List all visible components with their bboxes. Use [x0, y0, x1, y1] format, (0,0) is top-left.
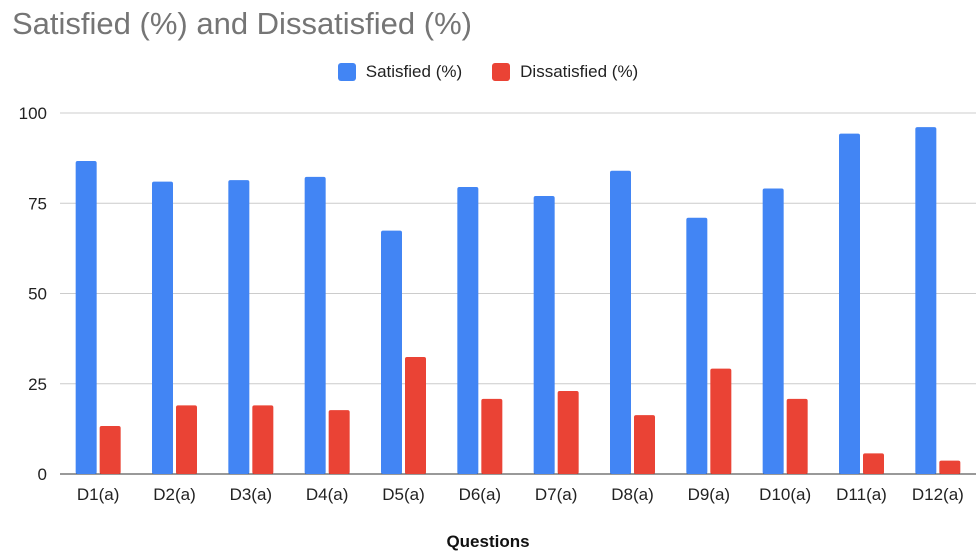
x-tick-label: D10(a): [759, 485, 811, 504]
bar-dissatisfied[interactable]: [557, 390, 579, 474]
bar-dissatisfied[interactable]: [863, 453, 884, 474]
y-tick-label: 100: [19, 104, 47, 123]
bar-dissatisfied[interactable]: [176, 405, 197, 474]
x-tick-label: D1(a): [77, 485, 120, 504]
x-tick-label: D11(a): [836, 485, 887, 504]
x-tick-label: D2(a): [153, 485, 196, 504]
x-tick-label: D5(a): [382, 485, 425, 504]
bar-satisfied[interactable]: [228, 180, 250, 474]
legend: Satisfied (%) Dissatisfied (%): [0, 62, 976, 82]
y-tick-label: 75: [28, 194, 47, 213]
y-tick-label: 25: [28, 375, 47, 394]
legend-swatch-satisfied: [337, 63, 356, 81]
x-tick-label: D8(a): [611, 485, 654, 504]
legend-label-dissatisfied: Dissatisfied (%): [520, 62, 639, 81]
bar-satisfied[interactable]: [457, 187, 479, 474]
x-tick-label: D4(a): [306, 485, 349, 504]
bar-satisfied[interactable]: [533, 196, 555, 474]
bar-satisfied[interactable]: [381, 230, 402, 474]
x-tick-label: D9(a): [688, 485, 731, 504]
bar-satisfied[interactable]: [304, 176, 326, 474]
bar-satisfied[interactable]: [75, 161, 97, 474]
x-axis-title: Questions: [446, 532, 530, 551]
bar-satisfied[interactable]: [610, 170, 631, 474]
x-tick-label: D6(a): [459, 485, 502, 504]
bar-dissatisfied[interactable]: [252, 405, 274, 474]
legend-swatch-dissatisfied: [492, 63, 511, 81]
x-tick-label: D12(a): [912, 485, 964, 504]
bar-satisfied[interactable]: [686, 217, 708, 474]
bars: [75, 127, 961, 474]
bar-dissatisfied[interactable]: [481, 398, 503, 474]
bar-dissatisfied[interactable]: [99, 425, 121, 474]
chart-title: Satisfied (%) and Dissatisfied (%): [12, 6, 472, 41]
bar-dissatisfied[interactable]: [939, 460, 961, 474]
legend-label-satisfied: Satisfied (%): [365, 62, 463, 81]
bar-satisfied[interactable]: [152, 181, 173, 474]
y-tick-label: 50: [28, 285, 47, 304]
bar-dissatisfied[interactable]: [405, 357, 426, 474]
bar-satisfied[interactable]: [915, 127, 937, 474]
bar-dissatisfied[interactable]: [786, 398, 808, 474]
bar-dissatisfied[interactable]: [710, 368, 732, 474]
x-tick-label: D3(a): [230, 485, 273, 504]
bar-satisfied[interactable]: [762, 188, 784, 474]
bar-satisfied[interactable]: [839, 133, 860, 474]
y-tick-label: 0: [38, 465, 47, 484]
x-axis-ticks: D1(a) D2(a) D3(a) D4(a) D5(a) D6(a) D7(a) D8(a)…: [77, 485, 964, 504]
legend-entry-satisfied[interactable]: Satisfied (%): [337, 62, 463, 82]
x-tick-label: D7(a): [535, 485, 578, 504]
bar-dissatisfied[interactable]: [328, 410, 350, 474]
bar-dissatisfied[interactable]: [634, 415, 655, 474]
y-axis-ticks: 0 25 50 75 100: [19, 104, 47, 484]
gridlines: [60, 112, 976, 475]
legend-entry-dissatisfied[interactable]: Dissatisfied (%): [492, 62, 638, 82]
